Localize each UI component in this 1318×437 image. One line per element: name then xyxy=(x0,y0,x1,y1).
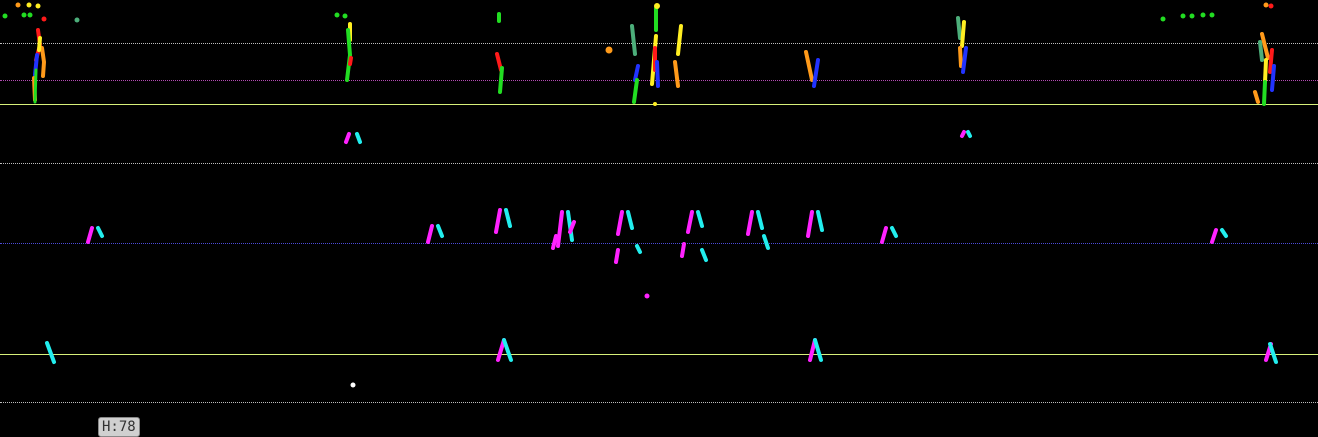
guide-line-middle xyxy=(0,163,1318,164)
baseline-lower xyxy=(0,354,1318,355)
track-stroke xyxy=(958,46,963,68)
magenta-track xyxy=(86,226,94,244)
track-stroke xyxy=(655,60,660,88)
track-dot xyxy=(74,17,80,23)
track-stroke xyxy=(1260,32,1270,60)
guide-line-bottom xyxy=(0,402,1318,403)
track-dot xyxy=(35,3,41,9)
track-stroke xyxy=(956,16,962,40)
magenta-track xyxy=(806,210,814,238)
magenta-track xyxy=(616,210,624,236)
magenta-track xyxy=(496,338,506,362)
track-stroke xyxy=(40,46,46,78)
cyan-track xyxy=(45,341,56,364)
track-stroke xyxy=(1263,58,1268,84)
track-stroke xyxy=(498,66,504,94)
cyan-track xyxy=(96,226,104,238)
magenta-dot xyxy=(644,293,650,299)
guide-line-blue xyxy=(0,243,1318,244)
track-stroke xyxy=(804,50,814,82)
guide-line-top xyxy=(0,43,1318,44)
magenta-track xyxy=(960,130,966,138)
cyan-track xyxy=(566,210,574,242)
cyan-track xyxy=(504,208,512,228)
magenta-track xyxy=(686,210,694,234)
cyan-track xyxy=(436,224,444,238)
track-dot xyxy=(654,3,660,9)
track-stroke xyxy=(1262,80,1267,106)
track-dot xyxy=(26,2,32,8)
track-stroke xyxy=(960,20,966,48)
cyan-track xyxy=(700,248,708,262)
track-dot xyxy=(21,12,27,18)
track-dot xyxy=(41,16,47,22)
cyan-track xyxy=(1220,228,1228,238)
track-dot xyxy=(605,46,613,54)
track-dot xyxy=(1160,16,1166,22)
magenta-track xyxy=(880,226,888,244)
track-stroke xyxy=(630,24,637,56)
cyan-track xyxy=(816,210,824,232)
magenta-track xyxy=(551,234,558,250)
track-stroke xyxy=(961,46,968,74)
cyan-track xyxy=(813,338,823,362)
track-dot xyxy=(27,12,33,18)
cyan-track xyxy=(696,210,704,228)
magenta-track xyxy=(746,210,754,236)
track-dot xyxy=(1263,2,1269,8)
track-dot xyxy=(1200,12,1206,18)
track-stroke xyxy=(633,64,640,82)
track-dot xyxy=(1268,3,1274,9)
track-dot xyxy=(342,13,348,19)
cyan-track xyxy=(966,130,972,138)
track-stroke xyxy=(673,60,680,88)
track-dot xyxy=(1189,13,1195,19)
track-stroke xyxy=(345,28,352,82)
baseline-upper xyxy=(0,104,1318,105)
cyan-track xyxy=(502,338,513,362)
track-stroke xyxy=(348,56,353,66)
track-stroke xyxy=(1258,40,1264,62)
magenta-track xyxy=(1210,228,1218,244)
magenta-track xyxy=(494,208,502,234)
track-stroke xyxy=(812,58,820,88)
cyan-track xyxy=(635,244,642,254)
cyan-track xyxy=(626,210,634,230)
cyan-track xyxy=(355,132,362,144)
magenta-track xyxy=(426,224,434,244)
track-dot xyxy=(1180,13,1186,19)
magenta-track xyxy=(344,132,351,144)
track-stroke xyxy=(1270,64,1276,92)
cyan-track xyxy=(756,210,764,230)
magenta-track xyxy=(556,210,564,248)
track-dot xyxy=(15,2,21,8)
track-dot xyxy=(1209,12,1215,18)
track-stroke xyxy=(632,78,639,104)
track-dot xyxy=(334,12,340,18)
height-badge: H:78 xyxy=(98,417,140,437)
track-stroke xyxy=(37,36,42,52)
magenta-track xyxy=(680,242,686,258)
track-dot xyxy=(2,13,8,19)
track-stroke xyxy=(33,68,38,104)
track-stroke xyxy=(1268,48,1274,74)
cyan-track xyxy=(1268,342,1278,364)
magenta-track xyxy=(568,220,576,234)
cyan-track xyxy=(762,234,770,250)
magenta-track xyxy=(614,248,620,264)
track-dot xyxy=(653,102,657,106)
white-dot xyxy=(350,382,356,388)
track-stroke xyxy=(1253,90,1260,104)
cyan-track xyxy=(890,226,898,238)
track-stroke xyxy=(676,24,683,56)
